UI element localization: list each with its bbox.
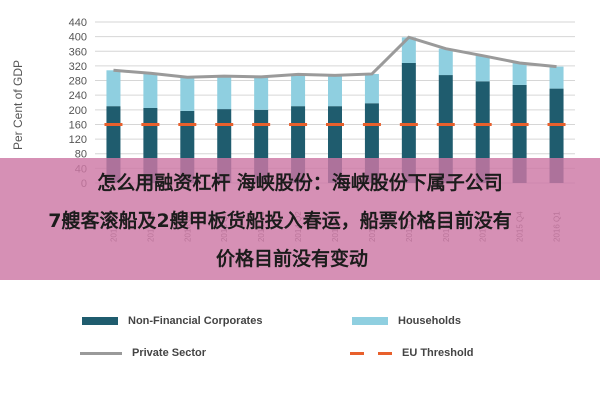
bar-households (217, 76, 232, 110)
legend-item-private-sector: Private Sector (80, 347, 206, 359)
legend-item-households: Households (352, 315, 461, 327)
bar-households (254, 76, 269, 110)
y-tick-label: 240 (69, 90, 87, 102)
y-tick-label: 160 (69, 119, 87, 131)
y-tick-label: 120 (69, 134, 87, 146)
bar-households (291, 74, 306, 107)
bar-households (106, 70, 121, 107)
y-tick-label: 200 (69, 105, 87, 117)
legend-swatch (82, 317, 118, 325)
legend-swatch (80, 351, 122, 355)
bar-non-financial-corporates (438, 75, 453, 183)
bar-households (475, 55, 490, 82)
y-tick-label: 400 (69, 32, 87, 44)
legend-swatch (350, 351, 392, 355)
bar-households (401, 37, 416, 63)
y-tick-label: 280 (69, 76, 87, 88)
y-axis-title: Per Cent of GDP (11, 60, 25, 150)
y-tick-label: 440 (69, 17, 87, 29)
y-tick-label: 360 (69, 46, 87, 58)
legend-item-eu-threshold: EU Threshold (350, 347, 474, 359)
overlay-line-3: 价格目前没有变动 (215, 248, 368, 270)
legend-label: EU Threshold (402, 347, 474, 359)
bar-households (438, 48, 453, 76)
overlay-line-2: 7艘客滚船及2艘甲板货船投入春运，船票价格目前没有 (48, 210, 512, 232)
legend: Non-Financial Corporates Households Priv… (0, 305, 600, 375)
legend-label: Non-Financial Corporates (128, 315, 263, 327)
bar-households (549, 66, 564, 89)
bar-non-financial-corporates (475, 81, 490, 183)
y-tick-label: 320 (69, 61, 87, 73)
bar-households (328, 75, 342, 107)
bar-households (512, 62, 527, 85)
legend-label: Households (398, 315, 461, 327)
overlay-line-1: 怎么用融资杠杆 海峡股份：海峡股份下属子公司 (97, 172, 503, 194)
legend-item-non-financial-corporates: Non-Financial Corporates (82, 315, 262, 327)
bar-households (180, 77, 195, 111)
bar-households (143, 73, 158, 108)
y-tick-label: 80 (75, 149, 87, 161)
overlay-banner: 怎么用融资杠杆 海峡股份：海峡股份下属子公司 7艘客滚船及2艘甲板货船投入春运，… (0, 158, 600, 280)
legend-label: Private Sector (132, 347, 206, 359)
private-sector-line (113, 35, 557, 79)
bar-households (364, 73, 379, 104)
legend-swatch (352, 317, 388, 325)
